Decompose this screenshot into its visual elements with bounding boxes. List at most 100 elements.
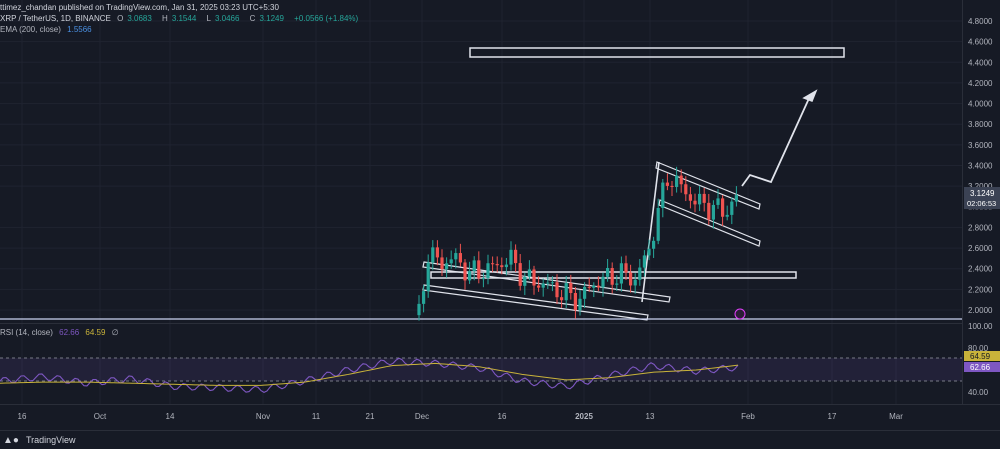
price-tick: 3.4000 xyxy=(968,162,993,171)
candle-body xyxy=(504,264,508,268)
time-axis[interactable]: 16 Oct 14 Nov 11 21 Dec 16 2025 13 Feb 17 Mar xyxy=(18,412,904,421)
candle-body xyxy=(477,260,481,279)
price-tick: 2.2000 xyxy=(968,285,993,294)
time-tick: 16 xyxy=(18,412,27,421)
ohlc-o-value: 3.0683 xyxy=(127,14,152,23)
candles xyxy=(417,166,738,321)
price-tick: 2.0000 xyxy=(968,306,993,315)
rsi-tick: 80.00 xyxy=(968,344,989,353)
candle-body xyxy=(698,193,702,205)
candle-body xyxy=(679,175,683,185)
candle-body xyxy=(458,253,462,263)
price-tick: 2.4000 xyxy=(968,265,993,274)
symbol-name[interactable]: XRP / TetherUS, 1D, BINANCE xyxy=(0,14,111,23)
price-tick: 3.2000 xyxy=(968,182,993,191)
rsi-ma-value: 64.59 xyxy=(85,328,106,337)
ohlc-change: +0.0566 (+1.84%) xyxy=(294,14,359,23)
falling-channel-bottom xyxy=(422,284,649,321)
arrow-head-icon xyxy=(802,89,818,102)
ema-label[interactable]: EMA (200, close) xyxy=(0,25,61,34)
candle-body xyxy=(537,285,541,288)
candle-body xyxy=(422,291,426,304)
candle-body xyxy=(560,297,564,301)
candle-body xyxy=(583,286,587,299)
time-tick: Feb xyxy=(741,412,755,421)
candle-body xyxy=(730,201,734,215)
candle-body xyxy=(734,195,738,202)
candle-body xyxy=(435,247,439,258)
candle-body xyxy=(481,278,485,280)
candle-body xyxy=(564,283,568,301)
footer-bar: ▲● TradingView xyxy=(0,430,1000,449)
rsi-label[interactable]: RSI (14, close) xyxy=(0,328,53,337)
tradingview-logo-icon[interactable]: ▲● xyxy=(3,435,19,446)
price-tick: 3.8000 xyxy=(968,120,993,129)
price-tick: 2.6000 xyxy=(968,244,993,253)
rsi-empty-value: ∅ xyxy=(111,328,119,337)
flag-bottom-line xyxy=(658,199,761,247)
price-tick: 4.6000 xyxy=(968,38,993,47)
candle-body xyxy=(445,263,449,270)
candle-body xyxy=(518,263,522,286)
ohlc-l: L 3.0466 xyxy=(207,14,244,23)
last-price-value: 3.1249 xyxy=(970,189,995,198)
event-icon[interactable] xyxy=(734,308,746,320)
price-tick: 3.6000 xyxy=(968,141,993,150)
candle-body xyxy=(596,285,600,288)
ema-value: 1.5566 xyxy=(67,25,92,34)
rsi-pane xyxy=(0,323,1000,405)
rsi-header: RSI (14, close) 62.66 64.59 ∅ xyxy=(0,328,123,337)
candle-body xyxy=(619,263,623,284)
candle-body xyxy=(707,202,711,220)
ohlc-h-label: H xyxy=(162,14,168,23)
rsi-ma-line xyxy=(0,362,739,386)
candle-body xyxy=(463,262,467,281)
candle-body xyxy=(587,286,591,288)
candle-body xyxy=(472,260,476,272)
candle-body xyxy=(546,282,550,284)
ohlc-l-value: 3.0466 xyxy=(214,14,240,23)
price-axis[interactable]: 4.8000 4.6000 4.4000 4.2000 4.0000 3.8000 3.60… xyxy=(968,17,993,315)
ohlc-h: H 3.1544 xyxy=(162,14,200,23)
rsi-tags: 64.59 62.66 xyxy=(964,351,1000,372)
candle-body xyxy=(592,285,596,288)
candle-body xyxy=(601,276,605,288)
candle-body xyxy=(500,265,504,268)
time-tick: Oct xyxy=(94,412,107,421)
candle-body xyxy=(702,193,706,203)
time-tick: 13 xyxy=(646,412,655,421)
candle-body xyxy=(716,198,720,205)
candle-body xyxy=(684,184,688,195)
candle-body xyxy=(550,282,554,284)
ohlc-l-label: L xyxy=(206,14,211,23)
candle-body xyxy=(665,182,669,186)
time-tick: 16 xyxy=(498,412,507,421)
time-tick: 21 xyxy=(366,412,375,421)
candle-body xyxy=(514,249,518,264)
candle-body xyxy=(449,259,453,264)
candle-body xyxy=(656,208,660,241)
candle-body xyxy=(629,272,633,286)
breakout-arrow xyxy=(741,93,812,187)
candle-body xyxy=(578,298,582,311)
price-tick: 4.4000 xyxy=(968,58,993,67)
candle-body xyxy=(491,263,495,265)
ohlc-c-value: 3.1249 xyxy=(259,14,284,23)
rsi-value: 62.66 xyxy=(59,328,80,337)
candle-body xyxy=(693,200,697,205)
candle-body xyxy=(670,185,674,187)
rsi-axis[interactable]: 100.00 80.00 40.00 xyxy=(968,322,993,397)
candle-body xyxy=(541,283,545,288)
time-tick: 17 xyxy=(828,412,837,421)
grid-lines xyxy=(0,0,962,405)
rsi-tick: 100.00 xyxy=(968,322,993,331)
candle-body xyxy=(711,204,715,220)
candle-body xyxy=(486,263,490,279)
footer-brand[interactable]: TradingView xyxy=(26,435,76,445)
last-price-tag: 3.1249 02:06:53 xyxy=(964,187,1000,209)
candle-body xyxy=(652,240,656,249)
ohlc-c-label: C xyxy=(249,14,256,23)
ohlc-o: O 3.0683 xyxy=(117,14,156,23)
